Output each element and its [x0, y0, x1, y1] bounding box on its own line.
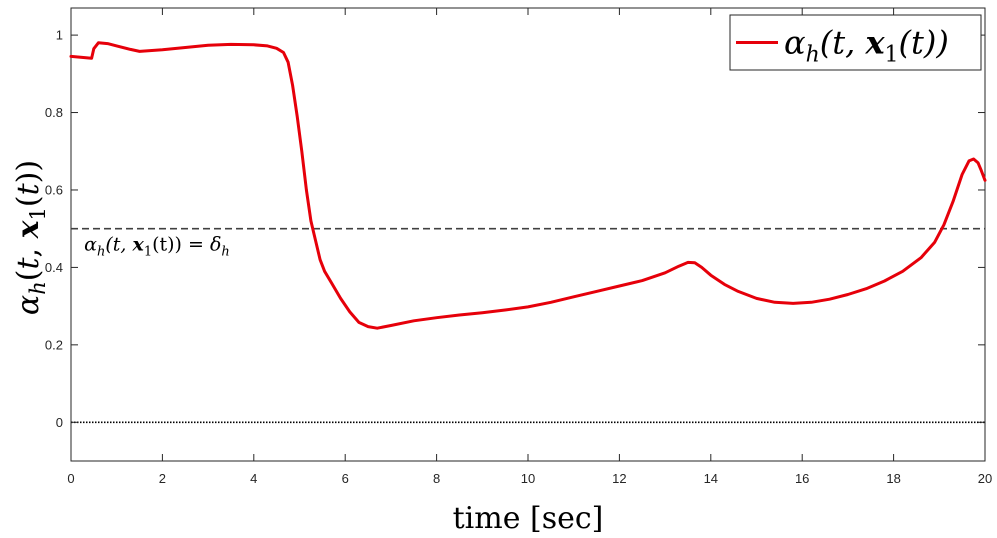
y-tick-label: 0.6: [45, 182, 63, 197]
legend-label: αh(t, x1(t)): [784, 24, 949, 68]
plot-frame: [70, 7, 986, 462]
y-tick-label: 1: [56, 28, 63, 43]
legend: αh(t, x1(t)): [729, 14, 982, 71]
y-tick-label: 0.4: [45, 260, 63, 275]
y-tick-label: 0.2: [45, 337, 63, 352]
x-tick-label: 12: [612, 471, 626, 486]
x-tick-label: 10: [521, 471, 535, 486]
series-line: [69, 41, 987, 330]
x-tick-label: 14: [704, 471, 718, 486]
x-axis-label: time [sec]: [453, 501, 604, 536]
x-tick-label: 0: [67, 471, 74, 486]
x-tick-label: 2: [159, 471, 166, 486]
y-tick-label: 0.8: [45, 105, 63, 120]
y-tick-label: 0: [56, 415, 63, 430]
x-tick-label: 16: [795, 471, 809, 486]
x-tick-label: 4: [250, 471, 257, 486]
x-tick-label: 18: [886, 471, 900, 486]
x-tick-label: 8: [433, 471, 440, 486]
plot-area: 0 2 4 6 8 10 12 14 16 18 20 0 0.2 0.4 0.6 0.8 1 time [sec…: [11, 7, 992, 536]
y-axis-label: αh(t, x1(t)): [11, 160, 50, 315]
threshold-annotation: αh(t, x1(t)) = δh: [84, 233, 230, 259]
x-tick-label: 6: [342, 471, 349, 486]
x-tick-label: 20: [978, 471, 992, 486]
